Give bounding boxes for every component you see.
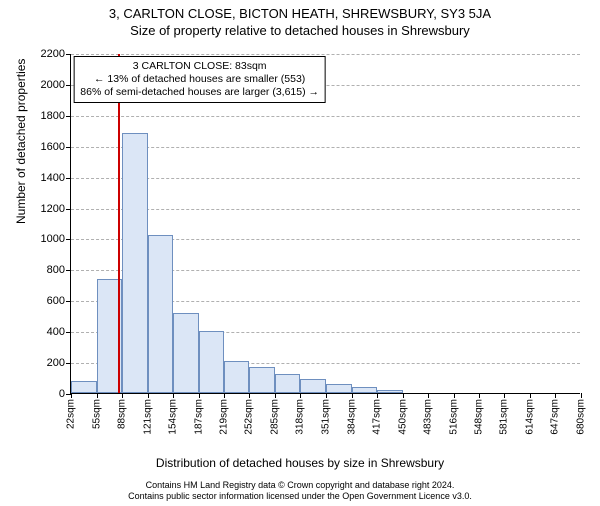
histogram-bar — [122, 133, 148, 393]
page-title: 3, CARLTON CLOSE, BICTON HEATH, SHREWSBU… — [0, 6, 600, 21]
xtick-mark — [555, 393, 556, 398]
annotation-line: 3 CARLTON CLOSE: 83sqm — [80, 60, 319, 73]
xtick-mark — [249, 393, 250, 398]
ytick-mark — [66, 147, 71, 148]
histogram-bar — [173, 313, 199, 393]
footer-attribution: Contains HM Land Registry data © Crown c… — [0, 480, 600, 503]
xtick-label: 154sqm — [168, 399, 179, 435]
ytick-label: 2000 — [41, 79, 65, 91]
ytick-mark — [66, 54, 71, 55]
ytick-label: 2200 — [41, 48, 65, 60]
histogram-bar — [224, 361, 250, 393]
ytick-label: 800 — [47, 264, 65, 276]
ytick-label: 1400 — [41, 172, 65, 184]
footer-line-2: Contains public sector information licen… — [0, 491, 600, 502]
xtick-label: 318sqm — [295, 399, 306, 435]
annotation-line: 86% of semi-detached houses are larger (… — [80, 86, 319, 99]
ytick-label: 200 — [47, 357, 65, 369]
xtick-mark — [377, 393, 378, 398]
xtick-label: 417sqm — [372, 399, 383, 435]
xtick-mark — [581, 393, 582, 398]
ytick-label: 1200 — [41, 203, 65, 215]
histogram-bar — [249, 367, 275, 393]
xtick-mark — [352, 393, 353, 398]
ytick-label: 0 — [59, 388, 65, 400]
ytick-mark — [66, 363, 71, 364]
xtick-label: 121sqm — [142, 399, 153, 435]
xtick-mark — [224, 393, 225, 398]
xtick-label: 252sqm — [244, 399, 255, 435]
ytick-label: 600 — [47, 295, 65, 307]
xtick-label: 351sqm — [321, 399, 332, 435]
ytick-mark — [66, 209, 71, 210]
ytick-mark — [66, 270, 71, 271]
ytick-mark — [66, 332, 71, 333]
histogram-bar — [326, 384, 352, 393]
property-marker-line — [118, 54, 120, 393]
y-axis-label: Number of detached properties — [14, 59, 28, 224]
xtick-label: 614sqm — [524, 399, 535, 435]
ytick-mark — [66, 178, 71, 179]
ytick-mark — [66, 85, 71, 86]
ytick-mark — [66, 116, 71, 117]
xtick-label: 450sqm — [397, 399, 408, 435]
xtick-label: 55sqm — [91, 399, 102, 429]
histogram-bar — [352, 387, 378, 393]
xtick-mark — [504, 393, 505, 398]
histogram-bar — [199, 331, 224, 393]
xtick-label: 581sqm — [499, 399, 510, 435]
histogram-bar — [377, 390, 403, 393]
annotation-box: 3 CARLTON CLOSE: 83sqm← 13% of detached … — [73, 56, 326, 103]
xtick-label: 285sqm — [269, 399, 280, 435]
histogram-bar — [300, 379, 326, 393]
xtick-label: 219sqm — [218, 399, 229, 435]
xtick-label: 516sqm — [448, 399, 459, 435]
ytick-label: 1000 — [41, 233, 65, 245]
xtick-label: 384sqm — [346, 399, 357, 435]
xtick-label: 187sqm — [193, 399, 204, 435]
xtick-label: 680sqm — [576, 399, 587, 435]
ytick-mark — [66, 301, 71, 302]
xtick-label: 22sqm — [66, 399, 77, 429]
x-axis-label: Distribution of detached houses by size … — [0, 456, 600, 470]
xtick-mark — [403, 393, 404, 398]
xtick-mark — [148, 393, 149, 398]
gridline — [71, 116, 580, 117]
xtick-mark — [199, 393, 200, 398]
xtick-mark — [122, 393, 123, 398]
xtick-mark — [454, 393, 455, 398]
xtick-label: 548sqm — [473, 399, 484, 435]
xtick-mark — [530, 393, 531, 398]
xtick-mark — [326, 393, 327, 398]
xtick-mark — [479, 393, 480, 398]
histogram-chart: 0200400600800100012001400160018002000220… — [70, 54, 580, 394]
histogram-bar — [148, 235, 174, 393]
annotation-line: ← 13% of detached houses are smaller (55… — [80, 73, 319, 86]
xtick-mark — [97, 393, 98, 398]
ytick-label: 1800 — [41, 110, 65, 122]
ytick-label: 1600 — [41, 141, 65, 153]
xtick-label: 647sqm — [550, 399, 561, 435]
xtick-label: 483sqm — [423, 399, 434, 435]
histogram-bar — [71, 381, 97, 393]
xtick-label: 88sqm — [117, 399, 128, 429]
footer-line-1: Contains HM Land Registry data © Crown c… — [0, 480, 600, 491]
xtick-mark — [275, 393, 276, 398]
page-subtitle: Size of property relative to detached ho… — [0, 23, 600, 38]
histogram-bar — [275, 374, 301, 393]
xtick-mark — [300, 393, 301, 398]
ytick-mark — [66, 239, 71, 240]
xtick-mark — [71, 393, 72, 398]
xtick-mark — [428, 393, 429, 398]
xtick-mark — [173, 393, 174, 398]
ytick-label: 400 — [47, 326, 65, 338]
